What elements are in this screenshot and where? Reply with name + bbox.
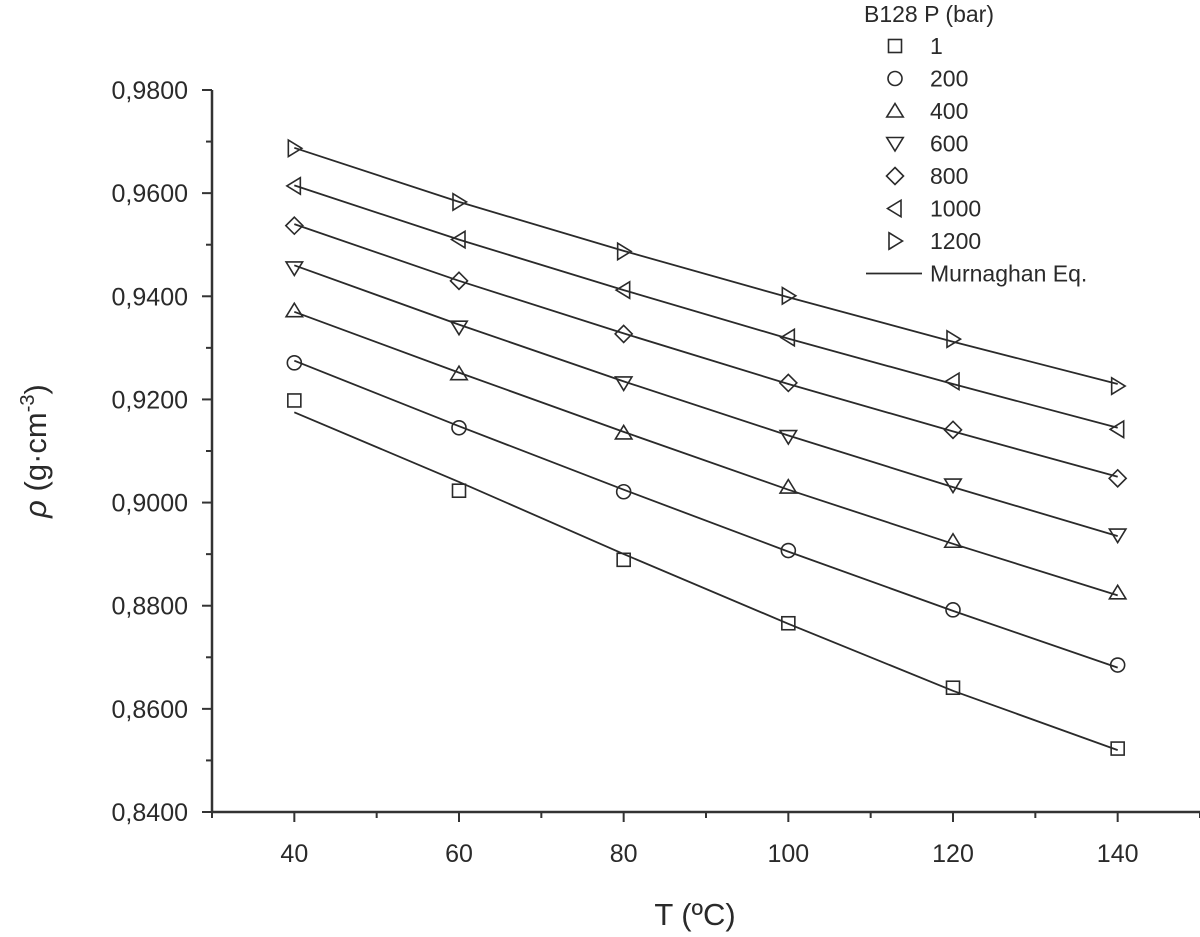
- y-axis-title: ρ (g·cm-3): [17, 384, 53, 519]
- y-tick-label: 0,9000: [112, 490, 188, 518]
- data-point-600: [449, 320, 469, 337]
- data-point-400: [284, 301, 305, 318]
- data-point-1200: [287, 138, 304, 158]
- data-point-400: [449, 364, 469, 381]
- y-tick-label: 0,9200: [112, 386, 188, 414]
- x-tick-label: 80: [610, 840, 638, 868]
- legend-label-fit: Murnaghan Eq.: [930, 261, 1087, 287]
- data-point-1000: [285, 176, 302, 196]
- fit-line-200: [293, 359, 1118, 669]
- data-point-800: [614, 324, 634, 344]
- x-tick-label: 140: [1097, 840, 1139, 868]
- ticks: 40 60 80 100 120 140 0,8400 0,8600 0,8800 0,9000 0…: [112, 77, 1200, 868]
- fit-lines: [293, 146, 1119, 751]
- data-point-200: [615, 483, 632, 500]
- data-point-1000: [1108, 419, 1125, 440]
- y-tick-label: 0,9800: [112, 77, 188, 105]
- data-point-1000: [943, 371, 960, 392]
- data-point-1: [616, 552, 631, 568]
- data-point-800: [284, 216, 304, 236]
- y-tick-label: 0,9400: [112, 283, 188, 311]
- data-point-400: [943, 532, 963, 549]
- legend-marker-600: [885, 136, 905, 153]
- legend-label-800: 800: [930, 163, 968, 189]
- x-tick-label: 100: [767, 840, 809, 868]
- fit-line-400: [293, 310, 1118, 597]
- legend-label-1000: 1000: [930, 196, 981, 222]
- y-tick-label: 0,8800: [112, 593, 188, 621]
- legend-label-200: 200: [930, 66, 968, 92]
- data-point-1200: [616, 241, 633, 262]
- data-point-1000: [449, 229, 466, 250]
- y-axis-title-symbol: ρ: [18, 500, 53, 519]
- data-point-200: [286, 355, 303, 371]
- data-point-1200: [946, 329, 963, 349]
- legend-label-600: 600: [930, 131, 968, 157]
- data-point-200: [945, 602, 961, 618]
- data-point-800: [1108, 468, 1128, 488]
- data-point-600: [943, 478, 963, 495]
- x-tick-label: 60: [445, 840, 473, 868]
- legend-title: B128 P (bar): [864, 1, 994, 27]
- legend-marker-1: [887, 38, 903, 54]
- data-point-600: [284, 261, 305, 277]
- data-point-800: [449, 271, 469, 291]
- legend-label-1: 1: [930, 33, 943, 59]
- data-point-800: [943, 420, 963, 440]
- data-point-400: [613, 423, 634, 440]
- y-tick-label: 0,8400: [112, 799, 188, 827]
- data-point-1200: [1110, 376, 1127, 396]
- data-point-400: [778, 478, 799, 494]
- data-point-200: [1109, 657, 1126, 673]
- fit-line-1: [293, 411, 1119, 751]
- data-point-1000: [614, 280, 631, 300]
- y-axis-title-sup: -3: [17, 394, 39, 412]
- data-point-400: [1107, 583, 1128, 600]
- y-tick-label: 0,9600: [112, 180, 188, 208]
- axes: [210, 90, 1200, 814]
- data-point-1000: [779, 327, 796, 348]
- data-point-200: [780, 542, 797, 559]
- y-axis-title-close: ): [18, 384, 53, 394]
- data-point-1: [451, 483, 467, 499]
- data-point-1: [1110, 741, 1125, 756]
- data-point-200: [451, 419, 467, 436]
- fit-line-800: [294, 223, 1118, 478]
- legend-marker-200: [887, 70, 903, 87]
- x-axis-title: T (ºC): [654, 897, 735, 932]
- data-point-600: [778, 429, 799, 446]
- x-tick-label: 40: [280, 840, 308, 868]
- y-tick-label: 0,8600: [112, 696, 188, 724]
- legend-marker-400: [885, 101, 905, 118]
- legend-label-400: 400: [930, 98, 968, 124]
- data-point-1: [287, 393, 302, 408]
- markers: [284, 138, 1128, 756]
- data-point-1200: [781, 286, 798, 306]
- legend: B128 P (bar) 120040060080010001200Murnag…: [864, 1, 1087, 287]
- data-point-1200: [452, 192, 469, 212]
- legend-marker-800: [885, 166, 905, 186]
- fit-line-1200: [294, 146, 1118, 385]
- legend-marker-1200: [888, 231, 905, 251]
- data-point-1: [945, 680, 961, 696]
- data-point-1: [781, 615, 796, 631]
- x-tick-label: 120: [932, 840, 974, 868]
- fit-line-600: [293, 264, 1118, 537]
- data-point-800: [778, 373, 798, 393]
- fit-line-1000: [294, 184, 1118, 429]
- data-point-600: [1107, 528, 1128, 545]
- y-axis-title-text: (g·cm: [18, 412, 53, 500]
- legend-marker-1000: [885, 198, 902, 219]
- legend-label-1200: 1200: [930, 228, 981, 254]
- data-point-600: [613, 376, 634, 392]
